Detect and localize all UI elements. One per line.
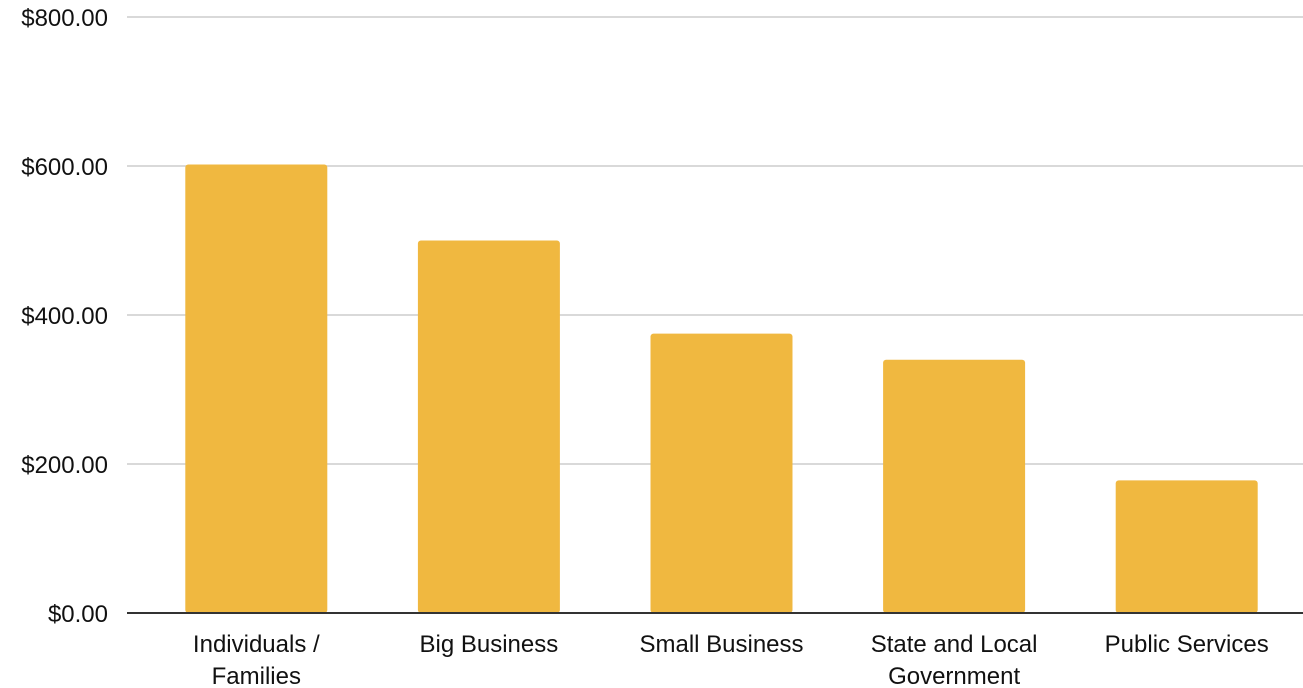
x-tick-label: Public Services [1105, 631, 1269, 658]
x-tick-label-line: Public Services [1105, 631, 1269, 658]
bar [883, 359, 1026, 613]
x-tick-label: Small Business [639, 631, 803, 658]
bars [185, 164, 1258, 613]
x-tick-label-line: Government [888, 663, 1020, 688]
x-tick-label: Big Business [420, 631, 559, 658]
x-axis-category-labels: Individuals / Families Big Business Small B… [193, 631, 1269, 688]
bar [1115, 480, 1258, 613]
bar [185, 164, 328, 613]
bar [417, 240, 560, 613]
y-tick-label: $200.00 [21, 452, 108, 479]
x-tick-label-line: Individuals / [193, 631, 320, 658]
x-tick-label: State and Local Government [871, 631, 1038, 688]
y-axis-tick-labels: $0.00 $200.00 $400.00 $600.00 $800.00 [21, 5, 108, 628]
x-tick-label-line: State and Local [871, 631, 1038, 658]
y-tick-label: $400.00 [21, 303, 108, 330]
y-tick-label: $600.00 [21, 154, 108, 181]
x-tick-label-line: Families [212, 663, 301, 688]
x-tick-label-line: Small Business [639, 631, 803, 658]
bar [650, 333, 793, 613]
x-tick-label-line: Big Business [420, 631, 559, 658]
x-tick-label: Individuals / Families [193, 631, 320, 688]
y-tick-label: $800.00 [21, 5, 108, 32]
y-tick-label: $0.00 [48, 601, 108, 628]
